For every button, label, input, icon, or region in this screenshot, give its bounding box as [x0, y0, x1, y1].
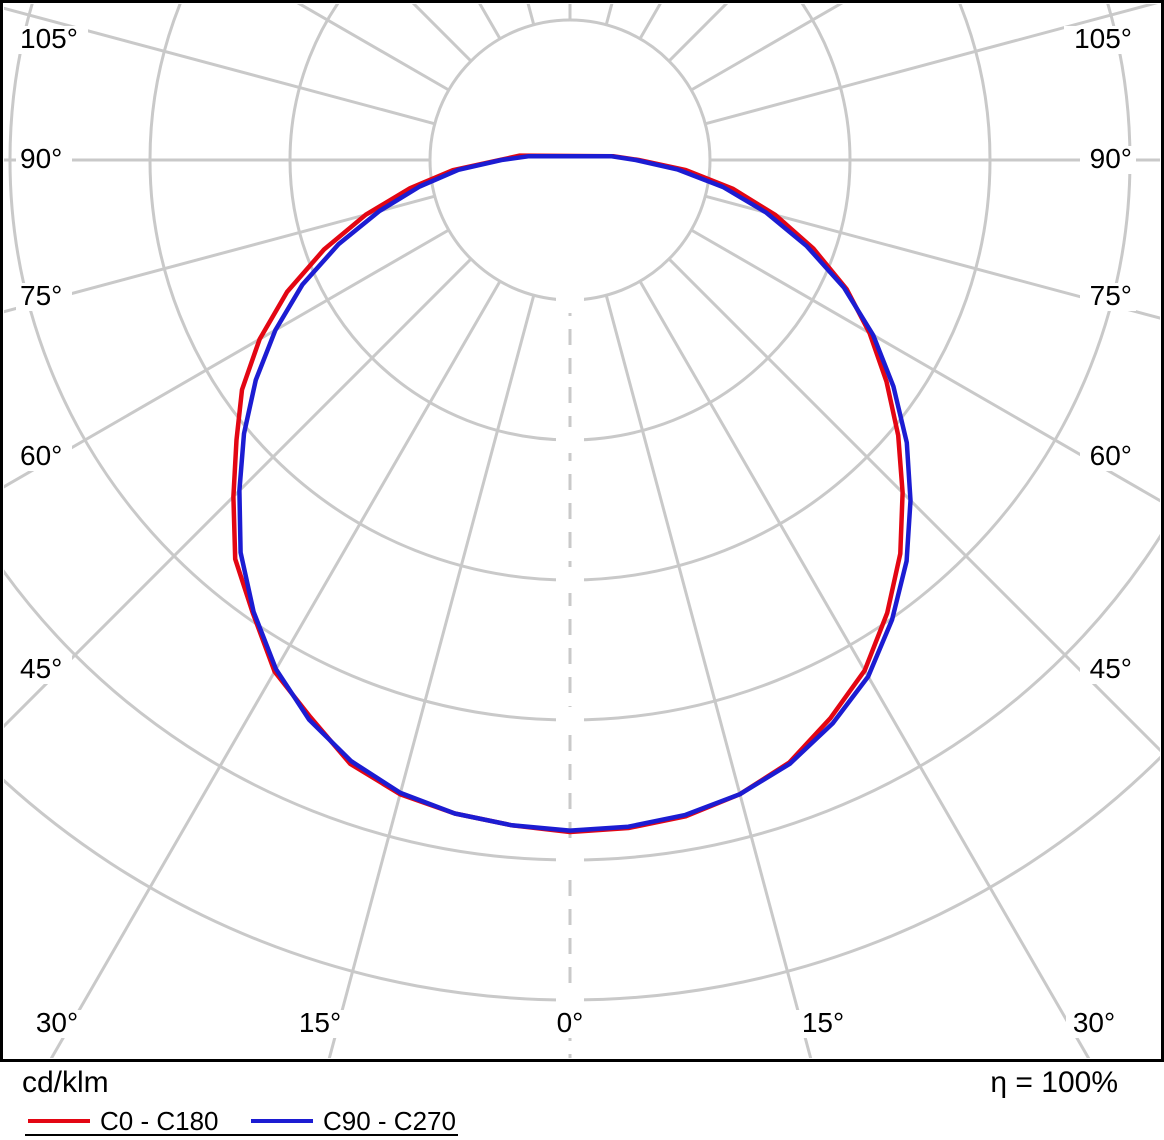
angle-label: 30° [36, 1007, 78, 1038]
angle-label-bg [16, 443, 72, 471]
units-label: cd/klm [22, 1066, 109, 1099]
axis-value-box [556, 707, 584, 733]
angle-label-bg [29, 1010, 85, 1038]
axis-value-box [556, 287, 584, 313]
angle-label: 45° [20, 653, 62, 684]
angle-label-bg [550, 1010, 590, 1038]
grid-spoke [49, 280, 502, 1058]
polar-chart: 105° 105° 90° 90° 75° 75° 60° 60° 45° 45° 30° 15° 0°… [0, 0, 1164, 1062]
grid-spoke [667, 257, 1160, 753]
grid-spoke [704, 194, 1160, 320]
angle-label: 60° [20, 440, 62, 471]
angle-label-bg [1080, 146, 1136, 174]
angle-label-bg [16, 26, 88, 54]
angle-label: 15° [802, 1007, 844, 1038]
legend-swatch-c90-c270 [251, 1119, 313, 1123]
curve-c90-c270 [237, 154, 913, 833]
angle-label-bg [1080, 283, 1136, 311]
angle-label: 75° [20, 280, 62, 311]
grid-spoke [526, 4, 536, 26]
angle-label: 15° [299, 1007, 341, 1038]
grid-spoke [4, 194, 436, 314]
chart-footer: cd/klm η = 100% C0 - C180 C90 - C270 [0, 1062, 1164, 1140]
angle-label: 30° [1073, 1007, 1115, 1038]
angle-label-bg [795, 1010, 851, 1038]
angle-label-bg [16, 656, 72, 684]
legend-underline [25, 1134, 458, 1136]
angle-label-bg [16, 283, 72, 311]
angle-label: 45° [1090, 653, 1132, 684]
grid-spoke [690, 228, 1160, 503]
axis-value-box [556, 427, 584, 453]
efficiency-label: η = 100% [990, 1066, 1118, 1099]
grid-spoke [4, 228, 450, 489]
axis-value-box [556, 847, 584, 873]
grid-spoke [327, 294, 536, 1058]
angle-label: 0° [557, 1007, 584, 1038]
axis-value-box [556, 987, 584, 1013]
plot-border [0, 0, 1164, 1062]
angle-label: 90° [20, 143, 62, 174]
angle-label-bg [1080, 656, 1136, 684]
axis-value-box [556, 567, 584, 593]
angle-label-bg [1066, 1010, 1122, 1038]
angle-label: 60° [1090, 440, 1132, 471]
grid-spoke [604, 294, 813, 1058]
grid-spoke [4, 257, 473, 729]
grid-spoke [638, 280, 1091, 1058]
angle-label-bg [1064, 26, 1136, 54]
legend-swatch-c0-c180 [28, 1119, 90, 1123]
angle-label: 90° [1090, 143, 1132, 174]
legend: C0 - C180 C90 - C270 [0, 1106, 1164, 1138]
angle-label-bg [1080, 443, 1136, 471]
grid-ring [428, 18, 712, 302]
angle-label-bg [292, 1010, 348, 1038]
angle-label: 105° [1074, 23, 1132, 54]
angle-label: 105° [20, 23, 78, 54]
legend-label-c90-c270: C90 - C270 [323, 1106, 456, 1136]
grid-spoke [604, 4, 614, 26]
angle-label: 75° [1090, 280, 1132, 311]
grid-spoke [704, 4, 1158, 126]
grid-spoke [4, 6, 436, 126]
polar-grid [4, 4, 1160, 1058]
legend-label-c0-c180: C0 - C180 [100, 1106, 219, 1136]
angle-label-bg [16, 146, 72, 174]
